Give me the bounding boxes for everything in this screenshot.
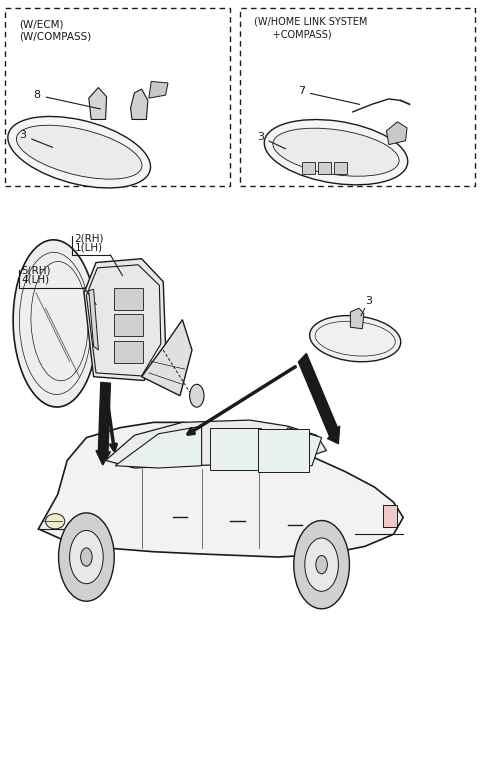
Text: 4(LH): 4(LH) [22, 275, 50, 285]
Circle shape [70, 530, 103, 584]
FancyBboxPatch shape [318, 162, 331, 174]
Circle shape [190, 384, 204, 407]
Text: 2(RH): 2(RH) [74, 234, 104, 244]
Circle shape [81, 548, 92, 566]
Text: 3: 3 [365, 296, 372, 306]
Text: 1(LH): 1(LH) [74, 243, 103, 253]
Circle shape [316, 556, 327, 574]
Text: 7: 7 [298, 86, 360, 104]
Circle shape [59, 513, 114, 601]
Ellipse shape [13, 240, 97, 407]
Ellipse shape [46, 514, 65, 529]
Text: 6: 6 [190, 392, 197, 403]
FancyBboxPatch shape [383, 505, 397, 527]
FancyBboxPatch shape [258, 429, 309, 472]
FancyBboxPatch shape [114, 314, 143, 336]
Polygon shape [264, 428, 322, 466]
Polygon shape [142, 320, 192, 396]
Text: 3: 3 [257, 132, 286, 148]
Ellipse shape [264, 119, 408, 185]
Ellipse shape [16, 126, 142, 179]
Text: 8: 8 [34, 90, 100, 109]
FancyBboxPatch shape [334, 162, 347, 174]
Ellipse shape [273, 128, 399, 177]
Polygon shape [89, 289, 98, 350]
Ellipse shape [117, 451, 128, 463]
Text: (W/ECM)
(W/COMPASS): (W/ECM) (W/COMPASS) [19, 19, 92, 41]
Text: 5(RH): 5(RH) [22, 266, 51, 275]
Text: (W/HOME LINK SYSTEM
      +COMPASS): (W/HOME LINK SYSTEM +COMPASS) [254, 17, 368, 39]
Text: 3: 3 [19, 130, 53, 148]
Polygon shape [115, 426, 202, 468]
FancyBboxPatch shape [302, 162, 315, 174]
Polygon shape [106, 420, 326, 468]
Polygon shape [131, 89, 148, 119]
FancyBboxPatch shape [210, 428, 261, 470]
FancyBboxPatch shape [114, 288, 143, 310]
Polygon shape [89, 88, 107, 119]
Polygon shape [386, 122, 407, 145]
Circle shape [305, 538, 338, 591]
Ellipse shape [310, 316, 401, 361]
FancyArrow shape [299, 353, 340, 444]
Ellipse shape [8, 116, 151, 188]
FancyArrow shape [96, 382, 110, 465]
Circle shape [294, 521, 349, 609]
FancyBboxPatch shape [114, 341, 143, 363]
Polygon shape [38, 422, 403, 557]
Polygon shape [350, 308, 364, 329]
Polygon shape [84, 259, 166, 380]
Polygon shape [149, 81, 168, 98]
